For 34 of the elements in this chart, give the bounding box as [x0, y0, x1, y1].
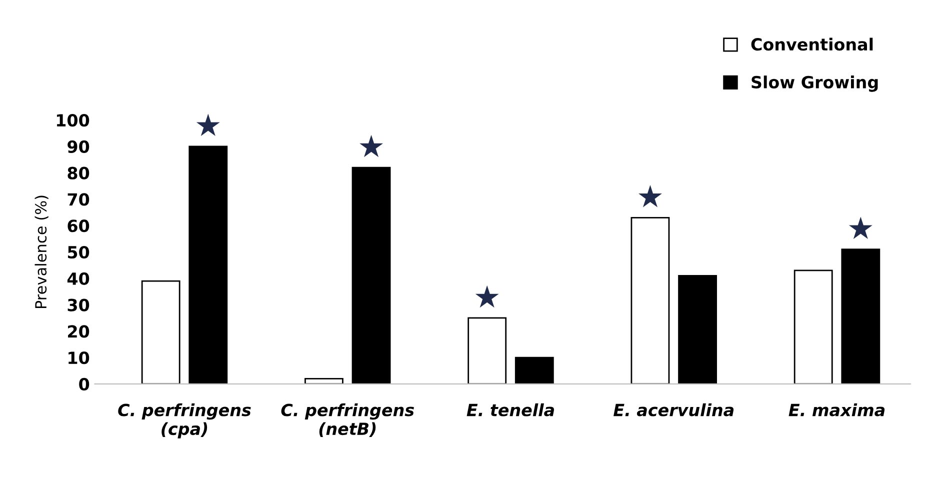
bar [352, 166, 391, 384]
annotation: ★ [638, 185, 662, 208]
bar [188, 146, 228, 384]
y-tick-label: 40 [67, 272, 90, 285]
bar [304, 378, 344, 384]
y-tick-label: 80 [68, 166, 90, 180]
bar [841, 248, 880, 384]
y-tick-label: 50 [68, 246, 90, 259]
x-tick-label: E. maxima [788, 403, 885, 416]
y-tick-label: 10 [68, 352, 90, 364]
y-tick-label: 90 [68, 140, 90, 153]
annotation: ★ [360, 134, 383, 158]
bar [514, 356, 554, 384]
y-tick-label: 70 [68, 193, 90, 206]
bar [678, 275, 717, 384]
annotation: ★ [848, 216, 872, 239]
x-tick-label: C. perfringens (cpa) [118, 403, 251, 438]
legend-label: Slow Growing [752, 76, 878, 92]
annotation: ★ [475, 285, 499, 308]
x-tick-label: C. perfringens (netB) [281, 403, 414, 438]
y-tick-label: 60 [68, 220, 90, 232]
bar [794, 270, 833, 384]
legend-label: Conventional [751, 38, 873, 51]
x-tick-label: E. tenella [466, 403, 554, 416]
annotation: ★ [196, 114, 220, 136]
y-tick-label: 100 [56, 114, 90, 127]
y-tick-label: 20 [68, 325, 90, 338]
bar [468, 317, 507, 384]
y-axis-title: Prevalence (%) [34, 196, 48, 308]
y-tick-label: 0 [79, 378, 90, 391]
x-tick-label: E. acervulina [614, 403, 734, 416]
bar [141, 280, 180, 384]
y-tick-label: 30 [68, 298, 90, 312]
bar [630, 216, 670, 384]
